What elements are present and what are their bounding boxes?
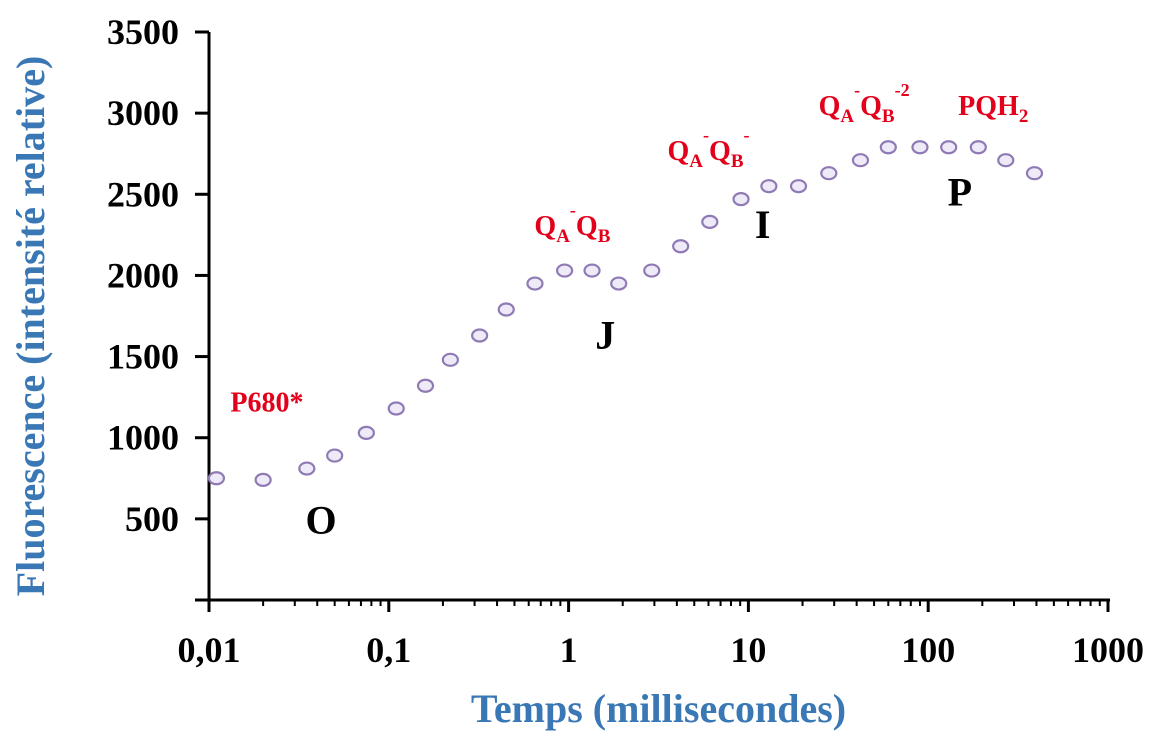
annotation-part: A — [689, 151, 703, 172]
data-point — [387, 401, 405, 416]
data-point — [357, 425, 375, 440]
x-tick-label: 1000 — [1072, 630, 1144, 670]
state-label: QA-QB-2 — [819, 80, 910, 127]
data-point — [555, 263, 574, 278]
state-label: QA-QB- — [668, 125, 750, 172]
data-point — [1025, 166, 1044, 181]
y-tick-label: 3500 — [107, 12, 179, 52]
data-point — [471, 328, 489, 343]
y-tick-label: 3000 — [107, 93, 179, 133]
data-point — [820, 166, 838, 181]
annotation-part: - — [854, 80, 860, 100]
phase-label: I — [755, 202, 771, 247]
data-point — [207, 471, 226, 486]
annotation-part: Q — [709, 136, 731, 167]
annotation-part: -2 — [895, 80, 910, 100]
y-tick-label: 500 — [125, 499, 179, 539]
annotation-part: J — [595, 312, 615, 357]
annotation-part: B — [882, 106, 895, 127]
data-point — [416, 378, 435, 393]
data-point — [701, 214, 719, 229]
x-tick-label: 0,1 — [366, 630, 411, 670]
annotation-part: B — [598, 226, 611, 247]
x-axis-ticks: 0,01 0,1 1 10 100 1000 — [178, 600, 1144, 670]
y-tick-label: 1000 — [107, 418, 179, 458]
data-point — [643, 263, 661, 278]
y-tick-label: 2000 — [107, 255, 179, 295]
phase-label: J — [595, 312, 615, 357]
x-tick-label: 1 — [560, 630, 578, 670]
annotation-part: - — [570, 200, 576, 220]
annotation-part: O — [305, 497, 336, 542]
annotation-part: 2 — [1019, 106, 1029, 127]
annotation-part: P680* — [230, 388, 303, 419]
data-point — [851, 153, 870, 168]
state-label: P680* — [230, 388, 303, 419]
data-point — [526, 276, 544, 291]
data-point — [760, 179, 778, 194]
annotation-part: Q — [668, 136, 690, 167]
annotation-part: Q — [860, 91, 882, 122]
data-point — [940, 140, 958, 155]
annotation-part: PQH — [958, 91, 1019, 122]
annotation-part: P — [948, 170, 972, 215]
data-point — [672, 239, 690, 254]
annotation-part: Q — [576, 211, 598, 242]
data-point — [326, 448, 344, 463]
data-point — [969, 140, 987, 155]
annotation-part: Q — [534, 211, 556, 242]
state-label: PQH2 — [958, 91, 1028, 127]
data-point — [610, 276, 628, 291]
annotation-part: Q — [819, 91, 841, 122]
y-tick-label: 1500 — [107, 337, 179, 377]
annotation-part: - — [744, 125, 750, 145]
phase-label: P — [948, 170, 972, 215]
data-point — [497, 302, 515, 317]
x-tick-label: 0,01 — [178, 630, 241, 670]
data-point — [879, 140, 897, 155]
x-axis-title: Temps (millisecondes) — [471, 686, 846, 731]
y-tick-label: 2500 — [107, 174, 179, 214]
phase-label: O — [305, 497, 336, 542]
annotation-part: A — [840, 106, 854, 127]
x-tick-label: 100 — [901, 630, 955, 670]
x-tick-label: 10 — [730, 630, 766, 670]
data-point — [789, 179, 808, 194]
annotation-part: I — [755, 202, 771, 247]
annotation-part: - — [703, 125, 709, 145]
data-point — [254, 472, 272, 488]
annotation-part: A — [556, 226, 570, 247]
state-label: QA-QB — [534, 200, 610, 247]
data-point — [911, 140, 929, 155]
y-axis-title: Fluorescence (intensité relative) — [8, 56, 53, 597]
data-point — [583, 263, 601, 278]
data-point — [441, 352, 459, 367]
data-points — [207, 140, 1044, 488]
axes — [195, 32, 1110, 604]
annotation-part: B — [731, 151, 744, 172]
data-point — [298, 461, 316, 476]
y-axis-ticks: 500 1000 1500 2000 2500 3000 3500 — [107, 12, 209, 539]
data-point — [997, 153, 1015, 168]
data-point — [732, 192, 750, 207]
